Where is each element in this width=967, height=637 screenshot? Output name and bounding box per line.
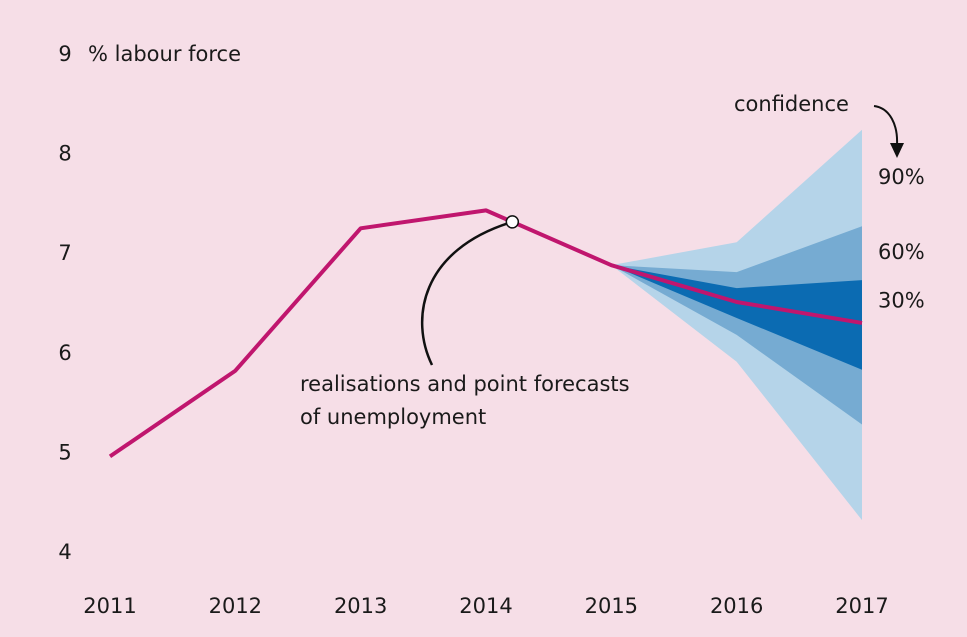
confidence-band (611, 226, 862, 425)
annotation: of unemployment (300, 405, 486, 429)
y-tick-label: 8 (58, 142, 71, 166)
arrow (873, 105, 899, 146)
x-tick-label: 2016 (710, 594, 763, 618)
pointer-dot (505, 215, 520, 229)
y-axis-label: % labour force (88, 42, 241, 66)
confidence-band (611, 265, 862, 370)
x-tick-label: 2013 (334, 594, 387, 618)
x-tick-label: 2015 (585, 594, 638, 618)
x-tick-label: 2012 (209, 594, 262, 618)
line (108, 208, 863, 459)
band-label: 30% (878, 289, 925, 313)
y-tick-label: 5 (58, 440, 71, 464)
annotation: realisations and point forecasts (300, 372, 630, 396)
y-tick-label: 7 (58, 241, 71, 265)
band-label: 60% (878, 240, 925, 264)
x-tick-label: 2014 (459, 594, 512, 618)
annotation: confidence (734, 92, 849, 116)
y-tick-label: 9 (58, 42, 71, 66)
arrow-head (890, 143, 904, 158)
x-tick-label: 2011 (83, 594, 136, 618)
pointer (420, 220, 513, 366)
y-tick-label: 4 (58, 540, 71, 564)
y-tick-label: 6 (58, 341, 71, 365)
x-tick-label: 2017 (835, 594, 888, 618)
band-label: 90% (878, 165, 925, 189)
